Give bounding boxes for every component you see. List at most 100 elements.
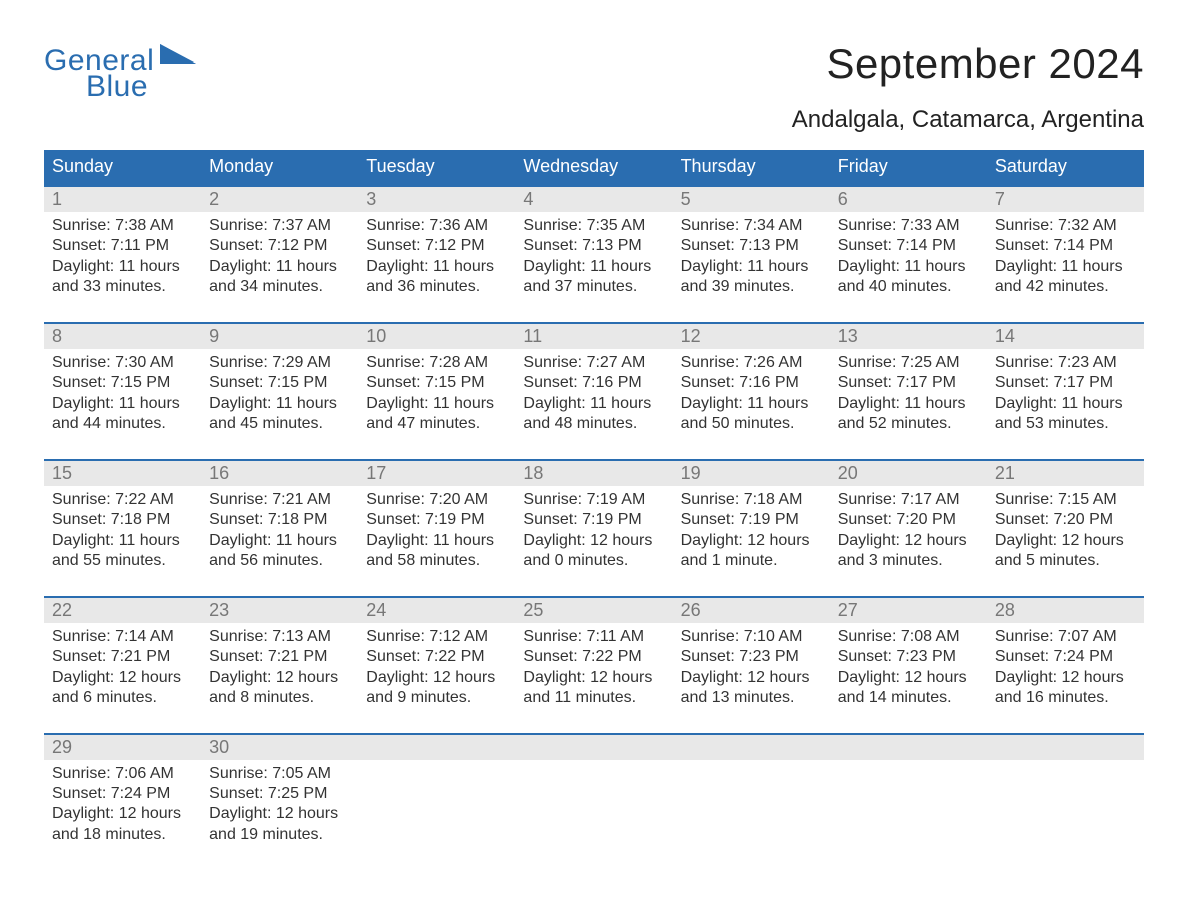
sunset-text: Sunset: 7:20 PM [838, 510, 979, 530]
calendar-cell: Sunrise: 7:22 AMSunset: 7:18 PMDaylight:… [44, 486, 201, 572]
dl2-text: and 33 minutes. [52, 277, 193, 297]
dl1-text: Daylight: 12 hours [209, 804, 350, 824]
day-number: 6 [830, 187, 987, 212]
sunrise-text: Sunrise: 7:35 AM [523, 216, 664, 236]
sunrise-text: Sunrise: 7:26 AM [681, 353, 822, 373]
dl1-text: Daylight: 11 hours [366, 257, 507, 277]
calendar-cell: Sunrise: 7:36 AMSunset: 7:12 PMDaylight:… [358, 212, 515, 298]
dl1-text: Daylight: 12 hours [366, 668, 507, 688]
week-row: Sunrise: 7:06 AMSunset: 7:24 PMDaylight:… [44, 760, 1144, 846]
dl1-text: Daylight: 12 hours [681, 531, 822, 551]
dl1-text: Daylight: 12 hours [523, 531, 664, 551]
sunset-text: Sunset: 7:24 PM [52, 784, 193, 804]
calendar-cell: Sunrise: 7:17 AMSunset: 7:20 PMDaylight:… [830, 486, 987, 572]
header: General Blue September 2024 Andalgala, C… [44, 40, 1144, 146]
day-number: 1 [44, 187, 201, 212]
daynum-row: 1234567 [44, 185, 1144, 212]
sunrise-text: Sunrise: 7:18 AM [681, 490, 822, 510]
daynum-row: 22232425262728 [44, 596, 1144, 623]
day-number: 7 [987, 187, 1144, 212]
dl1-text: Daylight: 12 hours [838, 668, 979, 688]
dl2-text: and 34 minutes. [209, 277, 350, 297]
dl1-text: Daylight: 12 hours [52, 668, 193, 688]
dl2-text: and 11 minutes. [523, 688, 664, 708]
sunset-text: Sunset: 7:19 PM [366, 510, 507, 530]
sunset-text: Sunset: 7:22 PM [523, 647, 664, 667]
sunrise-text: Sunrise: 7:14 AM [52, 627, 193, 647]
dl2-text: and 45 minutes. [209, 414, 350, 434]
dl2-text: and 37 minutes. [523, 277, 664, 297]
dl2-text: and 47 minutes. [366, 414, 507, 434]
day-number: 4 [515, 187, 672, 212]
day-header-fri: Friday [830, 150, 987, 185]
sunset-text: Sunset: 7:16 PM [523, 373, 664, 393]
dl2-text: and 16 minutes. [995, 688, 1136, 708]
calendar-cell: Sunrise: 7:27 AMSunset: 7:16 PMDaylight:… [515, 349, 672, 435]
sunrise-text: Sunrise: 7:05 AM [209, 764, 350, 784]
calendar-cell: Sunrise: 7:07 AMSunset: 7:24 PMDaylight:… [987, 623, 1144, 709]
dl2-text: and 3 minutes. [838, 551, 979, 571]
week-row: Sunrise: 7:14 AM Sunset: 7:21 PM Daylight:… [44, 623, 1144, 709]
logo-word2: Blue [86, 70, 148, 103]
dl1-text: Daylight: 11 hours [523, 394, 664, 414]
day-number: 23 [201, 598, 358, 623]
sunrise-text: Sunrise: 7:36 AM [366, 216, 507, 236]
day-number: 13 [830, 324, 987, 349]
day-header-mon: Monday [201, 150, 358, 185]
day-number: 26 [673, 598, 830, 623]
daynum-row: 891011121314 [44, 322, 1144, 349]
sunrise-text: Sunrise: 7:32 AM [995, 216, 1136, 236]
day-number: 19 [673, 461, 830, 486]
sunset-text: Sunset: 7:17 PM [995, 373, 1136, 393]
day-number [673, 735, 830, 760]
dl1-text: Daylight: 11 hours [681, 257, 822, 277]
calendar-cell: Sunrise: 7:15 AMSunset: 7:20 PMDaylight:… [987, 486, 1144, 572]
sunrise-text: Sunrise: 7:29 AM [209, 353, 350, 373]
day-number [358, 735, 515, 760]
sunrise-text: Sunrise: 7:19 AM [523, 490, 664, 510]
dl1-text: Daylight: 11 hours [366, 394, 507, 414]
dl2-text: and 52 minutes. [838, 414, 979, 434]
dl1-text: Daylight: 12 hours [995, 531, 1136, 551]
dl2-text: and 55 minutes. [52, 551, 193, 571]
dl2-text: and 53 minutes. [995, 414, 1136, 434]
dl2-text: and 13 minutes. [681, 688, 822, 708]
dl1-text: Daylight: 11 hours [209, 531, 350, 551]
sunset-text: Sunset: 7:16 PM [681, 373, 822, 393]
calendar-cell: Sunrise: 7:08 AMSunset: 7:23 PMDaylight:… [830, 623, 987, 709]
sunrise-text: Sunrise: 7:27 AM [523, 353, 664, 373]
sunset-text: Sunset: 7:21 PM [209, 647, 350, 667]
day-number: 27 [830, 598, 987, 623]
sunrise-text: Sunrise: 7:25 AM [838, 353, 979, 373]
sunrise-text: Sunrise: 7:11 AM [523, 627, 664, 647]
calendar-cell: Sunrise: 7:32 AMSunset: 7:14 PMDaylight:… [987, 212, 1144, 298]
calendar-cell: Sunrise: 7:11 AMSunset: 7:22 PMDaylight:… [515, 623, 672, 709]
dl1-text: Daylight: 11 hours [838, 257, 979, 277]
dl2-text: and 48 minutes. [523, 414, 664, 434]
calendar-cell: Sunrise: 7:19 AMSunset: 7:19 PMDaylight:… [515, 486, 672, 572]
week-row: Sunrise: 7:30 AMSunset: 7:15 PMDaylight:… [44, 349, 1144, 435]
dl1-text: Daylight: 11 hours [52, 394, 193, 414]
dl2-text: and 42 minutes. [995, 277, 1136, 297]
dl1-text: Daylight: 11 hours [52, 531, 193, 551]
sunset-text: Sunset: 7:24 PM [995, 647, 1136, 667]
dl2-text: and 40 minutes. [838, 277, 979, 297]
sunrise-text: Sunrise: 7:12 AM [366, 627, 507, 647]
dl1-text: Daylight: 12 hours [523, 668, 664, 688]
day-header-tue: Tuesday [358, 150, 515, 185]
dl1-text: Daylight: 11 hours [681, 394, 822, 414]
sunset-text: Sunset: 7:20 PM [995, 510, 1136, 530]
calendar-cell: Sunrise: 7:29 AMSunset: 7:15 PMDaylight:… [201, 349, 358, 435]
calendar-cell: Sunrise: 7:13 AMSunset: 7:21 PMDaylight:… [201, 623, 358, 709]
day-number [515, 735, 672, 760]
week-row: Sunrise: 7:38 AMSunset: 7:11 PMDaylight:… [44, 212, 1144, 298]
sunset-text: Sunset: 7:23 PM [838, 647, 979, 667]
sunrise-text: Sunrise: 7:33 AM [838, 216, 979, 236]
dl1-text: Daylight: 12 hours [681, 668, 822, 688]
day-number: 14 [987, 324, 1144, 349]
day-number: 17 [358, 461, 515, 486]
dl1-text: Daylight: 11 hours [209, 394, 350, 414]
calendar-cell: Sunrise: 7:21 AMSunset: 7:18 PMDaylight:… [201, 486, 358, 572]
day-number: 11 [515, 324, 672, 349]
dl2-text: and 18 minutes. [52, 825, 193, 845]
